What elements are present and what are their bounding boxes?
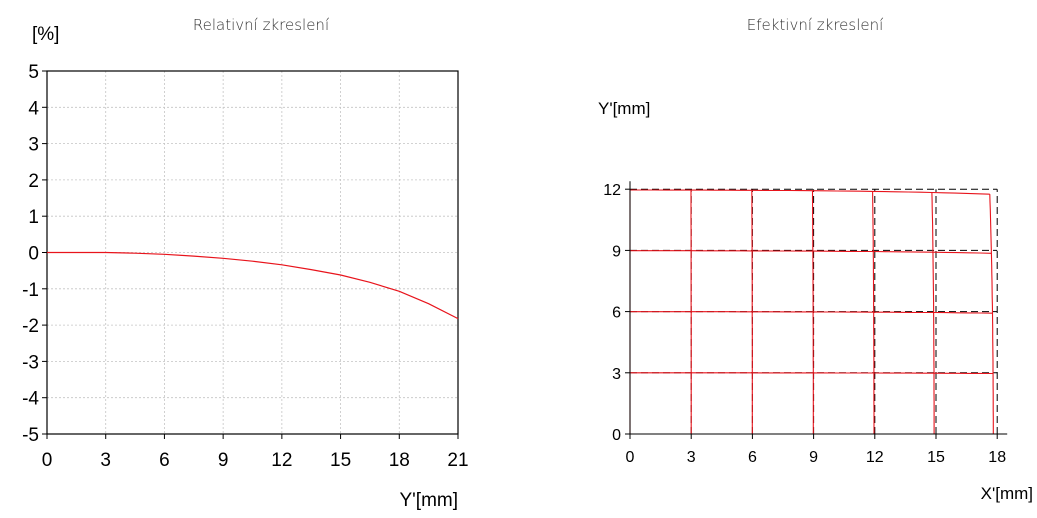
chart2-xlabel: X'[mm] xyxy=(981,484,1033,503)
chart1-ytick-label: -3 xyxy=(22,352,39,373)
chart2-ytick-label: 0 xyxy=(612,427,621,444)
chart1-ytick-label: -2 xyxy=(22,316,39,337)
chart2-xtick-label: 12 xyxy=(866,449,884,466)
chart1-xlabel: Y'[mm] xyxy=(399,490,458,511)
chart1-ytick-label: -4 xyxy=(22,389,39,410)
chart-effective-distortion: Efektivní zkreslení Y'[mm] X'[mm] 0 3 6 9 12… xyxy=(598,16,1033,503)
chart1-series-line xyxy=(47,251,459,320)
chart2-axes xyxy=(628,181,1008,436)
chart2-ticks: 0 3 6 9 12 15 18 0 3 6 9 12 xyxy=(603,182,1006,466)
chart1-xtick-label: 12 xyxy=(271,450,292,471)
chart2-distorted-vline xyxy=(989,194,994,434)
chart1-title: Relativní zkreslení xyxy=(193,16,330,34)
chart2-distorted-hline xyxy=(630,189,990,195)
chart1-xtick-label: 6 xyxy=(159,450,170,471)
chart2-xtick-label: 18 xyxy=(988,449,1006,466)
chart2-ylabel: Y'[mm] xyxy=(598,99,650,118)
chart2-xtick-label: 9 xyxy=(809,449,818,466)
chart1-ytick-label: 0 xyxy=(28,244,39,265)
chart1-ytick-label: -1 xyxy=(22,280,39,301)
chart1-ytick-label: 2 xyxy=(28,171,39,192)
chart2-distorted-vline xyxy=(931,192,935,434)
chart1-ytick-label: 4 xyxy=(28,98,39,119)
chart1-xtick-label: 3 xyxy=(100,450,111,471)
chart2-ytick-label: 6 xyxy=(612,305,621,322)
chart2-xtick-label: 15 xyxy=(927,449,945,466)
chart2-ytick-label: 3 xyxy=(612,366,621,383)
chart-relative-distortion: Relativní zkreslení [%] Y'[mm] 0 3 6 9 12 15 1… xyxy=(22,16,468,511)
chart2-distorted-hline xyxy=(630,250,992,254)
chart1-xtick-label: 9 xyxy=(218,450,229,471)
chart2-xtick-label: 0 xyxy=(626,449,635,466)
chart1-ytick-label: -5 xyxy=(22,425,39,446)
chart2-xtick-label: 6 xyxy=(748,449,757,466)
chart2-distorted-hline xyxy=(630,311,993,314)
chart2-distorted-grid xyxy=(629,189,994,435)
chart2-title: Efektivní zkreslení xyxy=(747,16,884,34)
chart1-xtick-label: 21 xyxy=(447,450,468,471)
chart1-xtick-label: 15 xyxy=(330,450,351,471)
chart1-ytick-label: 3 xyxy=(28,135,39,156)
chart1-xtick-label: 0 xyxy=(42,450,53,471)
chart1-series xyxy=(47,251,459,320)
chart1-ylabel: [%] xyxy=(32,24,59,45)
chart1-ytick-label: 5 xyxy=(28,62,39,83)
chart2-distorted-hline xyxy=(630,372,994,375)
chart1-gridlines xyxy=(47,71,458,434)
chart2-ytick-label: 12 xyxy=(603,182,621,199)
chart2-xtick-label: 3 xyxy=(687,449,696,466)
chart1-xtick-label: 18 xyxy=(389,450,410,471)
chart2-ytick-label: 9 xyxy=(612,243,621,260)
chart1-ytick-label: 1 xyxy=(28,207,39,228)
